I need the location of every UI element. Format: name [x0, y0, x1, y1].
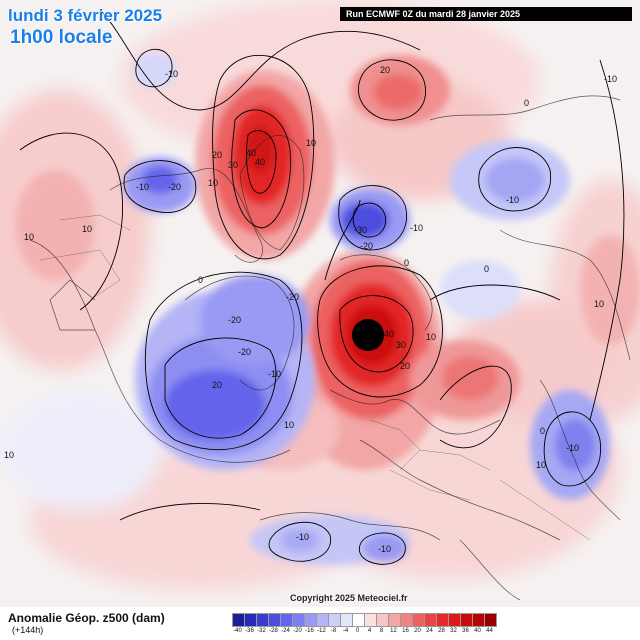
contour-label: 10: [82, 224, 92, 234]
contour-lines: [19, 9, 625, 565]
contour-label: 40: [384, 329, 394, 339]
contour-label: -10: [165, 69, 178, 79]
contour-label: -10: [378, 544, 391, 554]
contour-label: -10: [296, 532, 309, 542]
legend-tick-label: 20: [414, 628, 421, 634]
contour-label: 30: [396, 340, 406, 350]
legend-tick-label: 36: [462, 628, 469, 634]
contour-label: 30: [228, 160, 238, 170]
legend-tick-label: 0: [355, 628, 360, 634]
contour-label: 40: [255, 157, 265, 167]
contour-label: -20: [286, 292, 299, 302]
legend-tick-label: -4: [342, 628, 349, 634]
legend-tick-label: -8: [330, 628, 337, 634]
variable-title: Anomalie Géop. z500 (dam): [8, 611, 165, 625]
negative-anomalies: [124, 52, 610, 565]
contour-label: -10: [506, 195, 519, 205]
contour-label: 20: [212, 380, 222, 390]
borders: [39, 214, 591, 541]
contour-label: 0: [484, 264, 489, 274]
legend-tick-label: 32: [450, 628, 457, 634]
contour-label: 10: [536, 460, 546, 470]
contour-label: -20: [168, 182, 181, 192]
legend-tick-label: -20: [293, 628, 302, 634]
low-center-marker: [352, 319, 384, 351]
forecast-date: lundi 3 février 2025: [8, 6, 163, 25]
legend-tick-label: -32: [257, 628, 266, 634]
contour-label: -10: [136, 182, 149, 192]
contour-label: 0: [540, 426, 545, 436]
contour-label: 20: [380, 65, 390, 75]
contour-label: 0: [198, 275, 203, 285]
legend-tick-label: -28: [269, 628, 278, 634]
legend-tick-label: 44: [486, 628, 493, 634]
contour-label: 0: [404, 258, 409, 268]
legend-tick-label: -16: [305, 628, 314, 634]
contour-label: -30: [354, 225, 367, 235]
contour-labels: -10 20 -10 -20 10 30 40 40 20 10 -30 -20…: [4, 65, 617, 554]
legend-swatch: [484, 613, 497, 627]
legend-tick-label: 8: [379, 628, 384, 634]
lead-time: (+144h): [12, 625, 44, 635]
contour-label: -10: [604, 74, 617, 84]
legend-tick-label: 16: [402, 628, 409, 634]
contour-label: 10: [24, 232, 34, 242]
contour-label: -10: [268, 369, 281, 379]
contour-label: 10: [208, 178, 218, 188]
legend-tick-label: -36: [245, 628, 254, 634]
contour-label: 10: [594, 299, 604, 309]
contour-label: 20: [400, 361, 410, 371]
legend-tick-label: -40: [233, 628, 242, 634]
contour-label: 10: [426, 332, 436, 342]
legend-tick-label: 40: [474, 628, 481, 634]
legend-tick-label: 12: [390, 628, 397, 634]
copyright-text: Copyright 2025 Meteociel.fr: [290, 593, 408, 603]
model-run-label: Run ECMWF 0Z du mardi 28 janvier 2025: [340, 7, 632, 21]
contour-label: 0: [524, 98, 529, 108]
contour-label: -20: [228, 315, 241, 325]
legend-tick-label: 28: [438, 628, 445, 634]
contour-label: 10: [4, 450, 14, 460]
contour-label: -20: [238, 347, 251, 357]
contour-label: 20: [212, 150, 222, 160]
contour-label: -10: [410, 223, 423, 233]
legend-tick-label: -12: [317, 628, 326, 634]
legend-tick-label: -24: [281, 628, 290, 634]
contour-label: -10: [566, 443, 579, 453]
forecast-local-time: 1h00 locale: [10, 27, 113, 48]
legend-tick-label: 4: [367, 628, 372, 634]
legend-tick-label: 24: [426, 628, 433, 634]
contour-label: 10: [284, 420, 294, 430]
contour-label: -20: [360, 241, 373, 251]
coastlines: [29, 95, 631, 601]
contour-label: 10: [306, 138, 316, 148]
contour-label: 40: [246, 148, 256, 158]
